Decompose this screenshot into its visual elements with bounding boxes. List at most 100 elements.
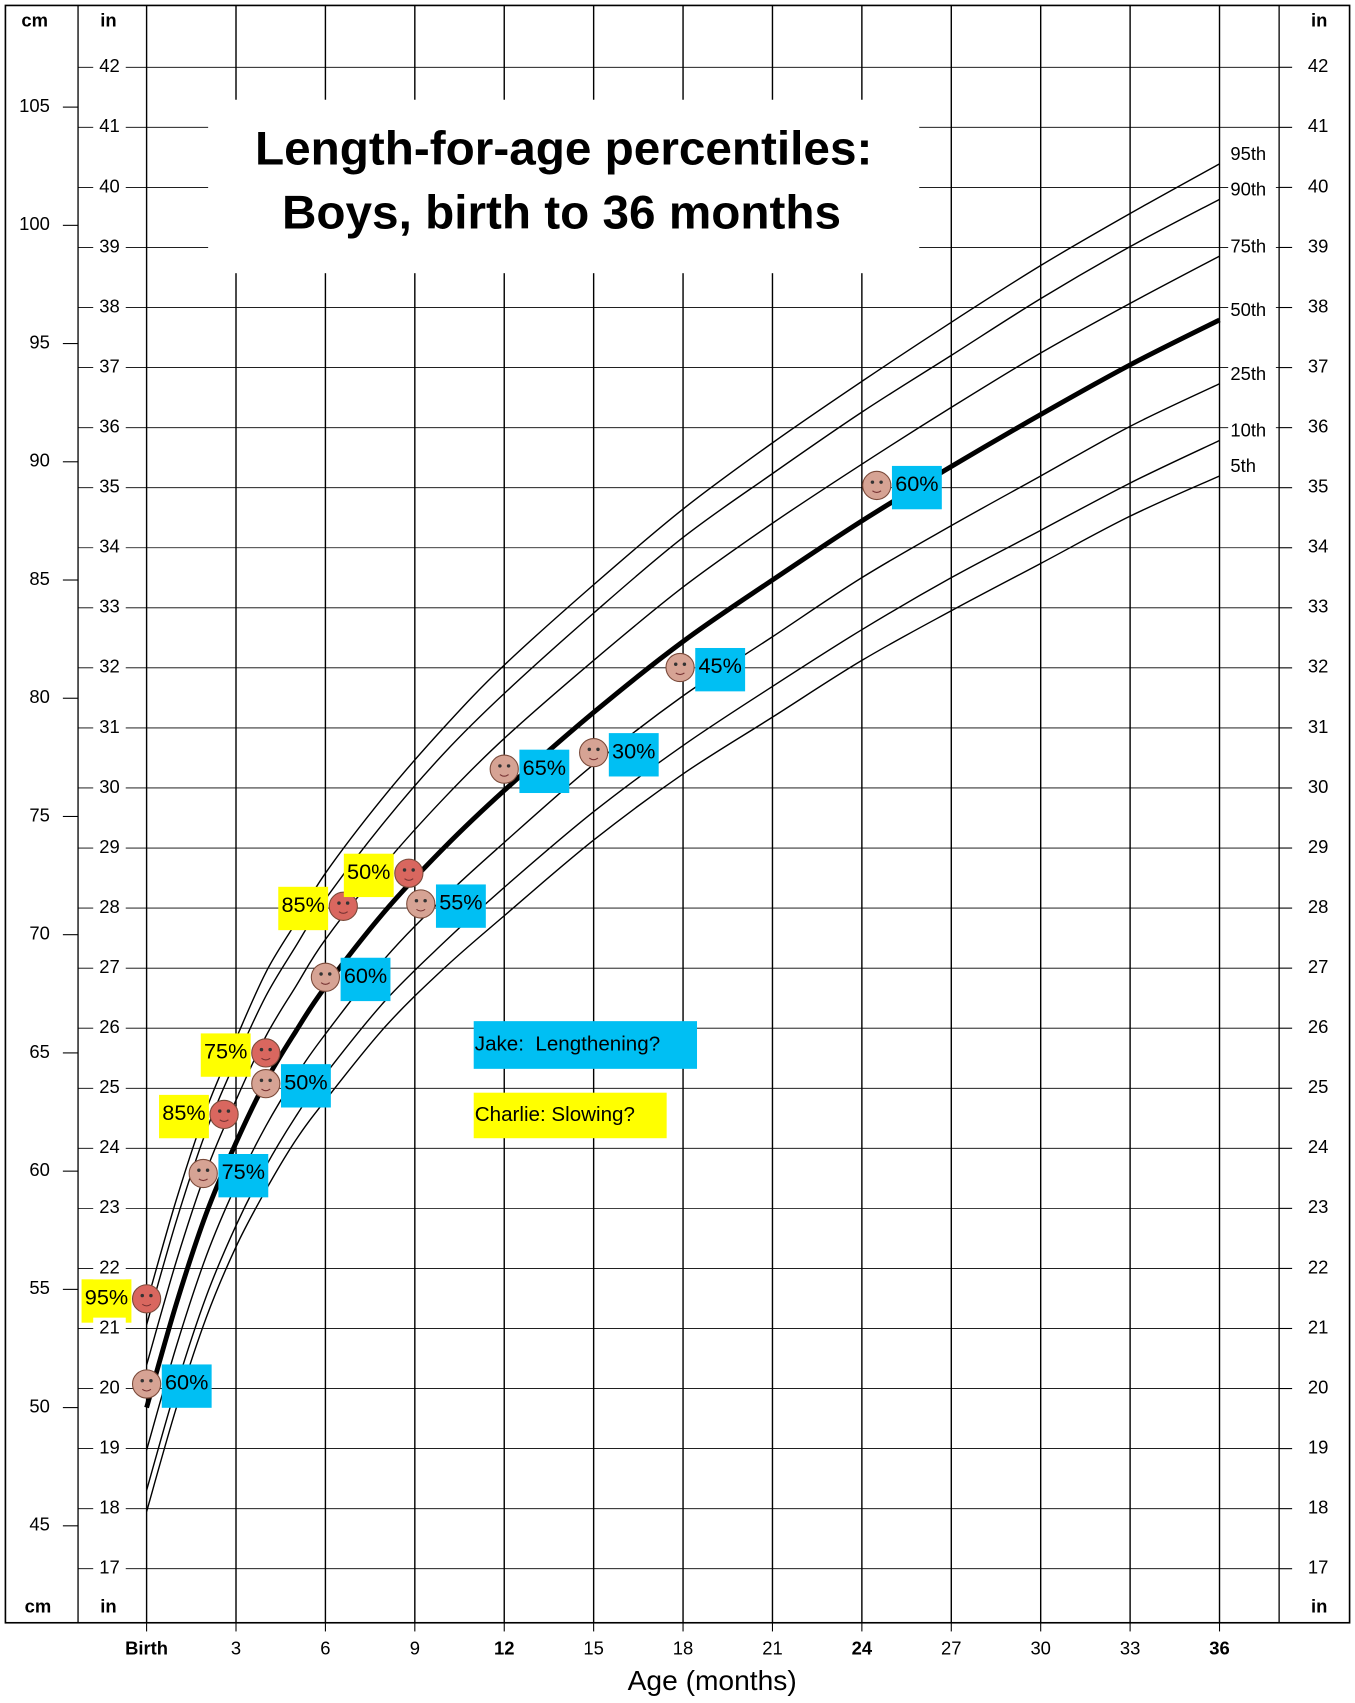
face-eye — [415, 899, 418, 902]
point-label: 55% — [439, 890, 482, 915]
y2-tick-label: 20 — [1308, 1376, 1328, 1397]
y-tick-label: 90 — [29, 450, 49, 471]
y2-tick-label: 32 — [1308, 656, 1328, 677]
face-eye — [260, 1048, 263, 1051]
face — [490, 755, 518, 783]
face — [666, 653, 694, 681]
x-tick-label: 24 — [852, 1638, 873, 1659]
curve-label: 25th — [1230, 363, 1266, 384]
y2-tick-label: 37 — [99, 355, 119, 376]
y2-tick-label: 21 — [99, 1316, 119, 1337]
point-label: 60% — [895, 471, 938, 496]
x-tick-label: 18 — [673, 1638, 693, 1659]
y-tick-label: 55 — [29, 1277, 49, 1298]
y2-tick-label: 25 — [1308, 1076, 1328, 1097]
face-eye — [683, 663, 686, 666]
face-marker — [252, 1039, 280, 1067]
point-label: 85% — [281, 892, 324, 917]
point-label: 75% — [204, 1039, 247, 1064]
y2-tick-label: 19 — [1308, 1436, 1328, 1457]
face-marker — [580, 739, 608, 767]
point-label: 65% — [523, 755, 566, 780]
y2-tick-label: 31 — [99, 716, 119, 737]
y2-tick-label: 26 — [1308, 1016, 1328, 1037]
face-eye — [268, 1048, 271, 1051]
face-eye — [149, 1379, 152, 1382]
x-tick-label: 27 — [941, 1638, 961, 1659]
point-label: 50% — [347, 859, 390, 884]
face-marker — [252, 1070, 280, 1098]
face-eye — [871, 480, 874, 483]
y2-tick-label: 23 — [99, 1196, 119, 1217]
face-marker — [189, 1159, 217, 1187]
y2-axis-unit: in — [1311, 1595, 1327, 1616]
y2-tick-label: 42 — [1308, 55, 1328, 76]
y-tick-label: 60 — [29, 1159, 49, 1180]
y2-tick-label: 17 — [99, 1557, 119, 1578]
annotation: Charlie: Slowing? — [475, 1103, 635, 1126]
y2-tick-label: 31 — [1308, 716, 1328, 737]
x-tick-label: 12 — [494, 1638, 514, 1659]
y2-tick-label: 23 — [1308, 1196, 1328, 1217]
y-tick-label: 50 — [29, 1395, 49, 1416]
y2-tick-label: 27 — [1308, 956, 1328, 977]
chart-title: Length-for-age percentiles: — [255, 122, 872, 175]
y2-tick-label: 34 — [99, 536, 119, 557]
curve-label: 50th — [1230, 299, 1266, 320]
y2-tick-label: 36 — [99, 415, 119, 436]
face-marker — [133, 1285, 161, 1313]
face-marker — [311, 963, 339, 991]
x-axis-label: Age (months) — [628, 1664, 797, 1696]
y2-tick-label: 35 — [99, 476, 119, 497]
face-eye — [206, 1169, 209, 1172]
face-eye — [879, 480, 882, 483]
x-tick-label: 9 — [410, 1638, 420, 1659]
y2-tick-label: 40 — [99, 175, 119, 196]
face-eye — [141, 1379, 144, 1382]
face — [210, 1100, 238, 1128]
y2-tick-label: 41 — [1308, 115, 1328, 136]
x-tick-label: 15 — [583, 1638, 603, 1659]
y-tick-label: 75 — [29, 804, 49, 825]
y2-tick-label: 24 — [1308, 1136, 1328, 1157]
face-eye — [337, 901, 340, 904]
y2-tick-label: 28 — [99, 896, 119, 917]
y2-tick-label: 37 — [1308, 355, 1328, 376]
face — [133, 1370, 161, 1398]
y-axis-unit: cm — [21, 10, 48, 31]
face — [407, 890, 435, 918]
face-eye — [588, 748, 591, 751]
y2-tick-label: 30 — [1308, 776, 1328, 797]
y2-tick-label: 29 — [1308, 836, 1328, 857]
y-tick-label: 100 — [19, 213, 50, 234]
face-eye — [227, 1109, 230, 1112]
face-eye — [197, 1169, 200, 1172]
face-eye — [319, 972, 322, 975]
face-eye — [141, 1294, 144, 1297]
point-label: 95% — [85, 1285, 128, 1310]
y2-tick-label: 39 — [1308, 235, 1328, 256]
x-tick-label: 30 — [1030, 1638, 1050, 1659]
y2-tick-label: 40 — [1308, 175, 1328, 196]
point-label: 60% — [165, 1370, 208, 1395]
y2-tick-label: 25 — [99, 1076, 119, 1097]
y2-tick-label: 17 — [1308, 1557, 1328, 1578]
y-tick-label: 85 — [29, 568, 49, 589]
face-eye — [149, 1294, 152, 1297]
y2-tick-label: 33 — [1308, 596, 1328, 617]
y2-tick-label: 39 — [99, 235, 119, 256]
y2-tick-label: 21 — [1308, 1316, 1328, 1337]
point-label: 45% — [698, 653, 741, 678]
curve-label: 10th — [1230, 420, 1266, 441]
y2-tick-label: 18 — [1308, 1497, 1328, 1518]
face-eye — [596, 748, 599, 751]
chart-subtitle: Boys, birth to 36 months — [282, 186, 841, 239]
x-tick-label: 36 — [1209, 1638, 1229, 1659]
y2-tick-label: 18 — [99, 1497, 119, 1518]
face-marker — [863, 471, 891, 499]
y2-tick-label: 42 — [99, 55, 119, 76]
face — [395, 859, 423, 887]
face-eye — [498, 764, 501, 767]
face — [252, 1070, 280, 1098]
x-tick-label: 3 — [231, 1638, 241, 1659]
